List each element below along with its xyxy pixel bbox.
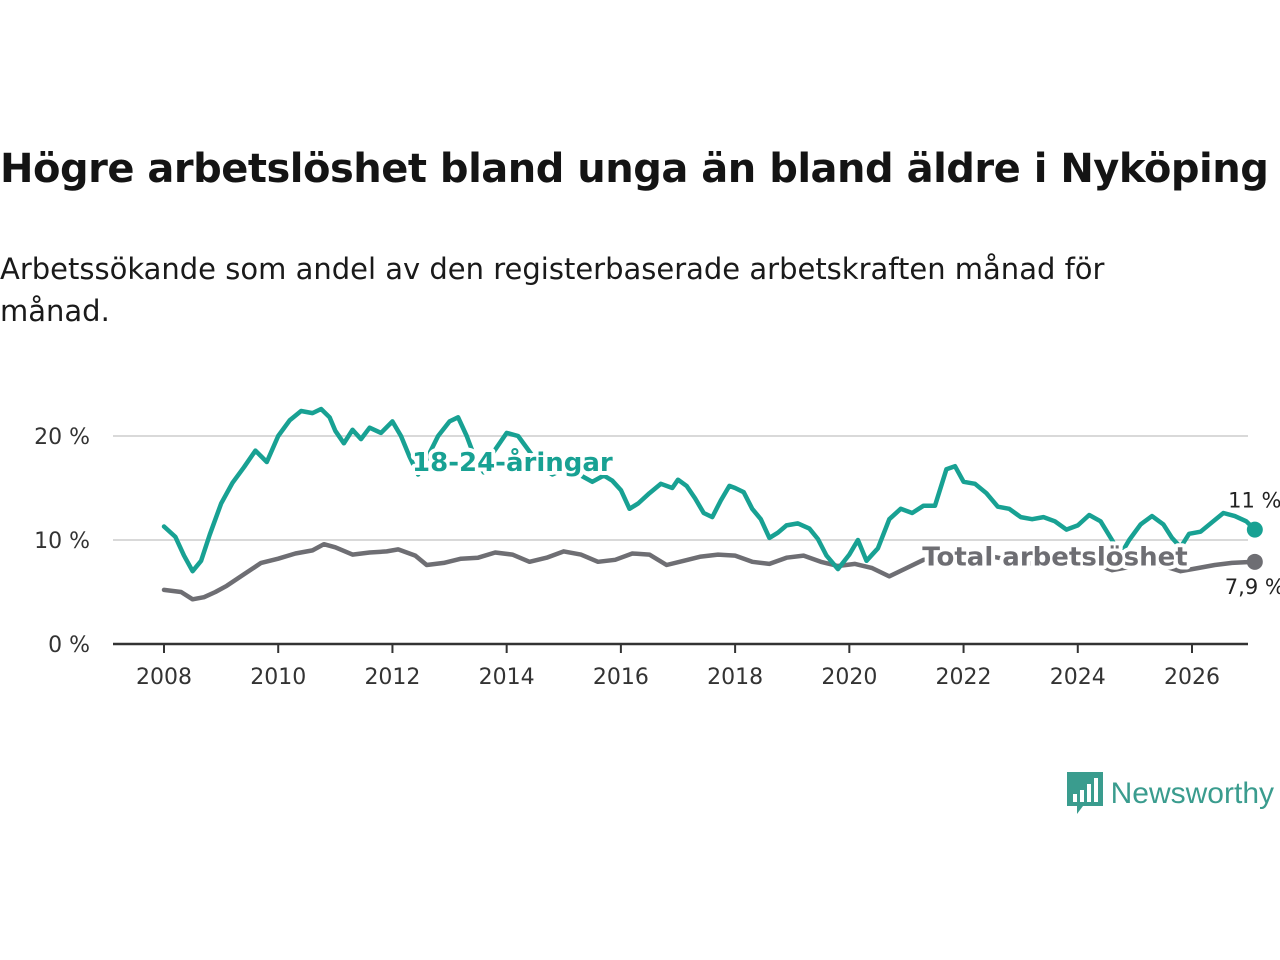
end-value-label-youth: 11 %: [1228, 489, 1280, 513]
y-tick-label: 20 %: [34, 425, 90, 450]
series-line-total: [161, 541, 1258, 602]
gridlines: 0 % 10 % 20 %: [34, 425, 1248, 658]
end-marker-total: [1246, 553, 1263, 570]
x-tick-label: 2026: [1164, 665, 1220, 690]
y-tick-label: 0 %: [48, 633, 90, 658]
chart-labels: 11 % 7,9 % 18-24-åringar Total arbetslöshet: [408, 442, 1280, 599]
series-label-youth: 18-24-åringar: [412, 446, 613, 478]
brand-name: Newsworthy: [1110, 777, 1274, 810]
x-axis: 2008 2010 2012 2014 2016 2018 2020 2022 2024 2026: [113, 642, 1248, 690]
x-tick-label: 2008: [136, 665, 192, 690]
x-tick-label: 2016: [593, 665, 649, 690]
series-line-youth: [161, 406, 1258, 574]
chart-title: Högre arbetslöshet bland unga än bland ä…: [0, 146, 1269, 192]
y-tick-label: 10 %: [34, 529, 90, 554]
x-tick-label: 2014: [479, 665, 535, 690]
series-lines: [161, 406, 1258, 602]
x-tick-label: 2022: [936, 665, 992, 690]
x-tick-label: 2010: [250, 665, 306, 690]
bar-chart-speech-bubble-icon: [1066, 772, 1103, 814]
series-label-total: Total arbetslöshet: [922, 543, 1187, 573]
x-tick-label: 2024: [1050, 665, 1106, 690]
x-tick-label: 2018: [707, 665, 763, 690]
newsworthy-logo: Newsworthy: [1066, 772, 1274, 816]
chart-subtitle: Arbetssökande som andel av den registerb…: [0, 252, 1105, 328]
end-marker-youth: [1246, 521, 1263, 538]
x-tick-label: 2020: [821, 665, 877, 690]
end-value-label-total: 7,9 %: [1225, 575, 1280, 599]
x-tick-label: 2012: [364, 665, 420, 690]
